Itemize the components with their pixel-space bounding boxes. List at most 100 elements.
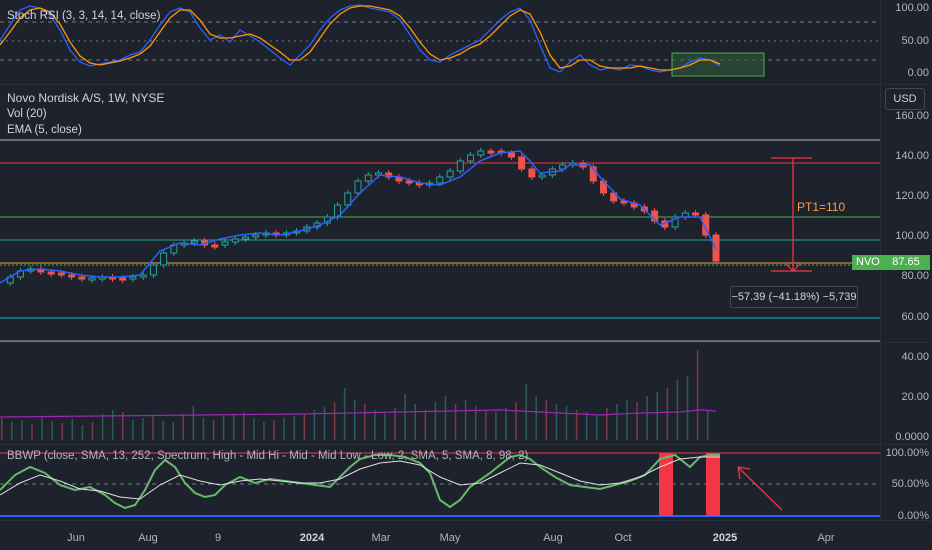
time-tick: Jun (67, 532, 85, 544)
volume-bar (464, 400, 467, 440)
stoch-rsi-legend[interactable]: Stoch RSI (3, 3, 14, 14, close) (7, 10, 161, 22)
pane-separator[interactable] (0, 84, 932, 85)
volume-bar (636, 402, 638, 440)
candle (47, 271, 55, 275)
volume-bar (505, 408, 507, 440)
time-axis[interactable]: Jun Aug 9 2024 Mar May Aug Oct 2025 Apr (0, 521, 932, 550)
volume-bar (495, 412, 497, 440)
price-chart (0, 139, 880, 342)
candle (68, 274, 76, 278)
price-tick: 80.00 (901, 270, 929, 282)
volume-bar (91, 422, 94, 440)
volume-bar (111, 410, 114, 440)
stoch-tick: 50.00 (901, 35, 929, 47)
volume-bar (535, 396, 537, 440)
volume-bar (81, 425, 84, 440)
volume-bar (21, 420, 23, 440)
measure-label: −57.39 (−41.18%) −5,739 (730, 286, 858, 308)
candle (702, 214, 710, 236)
candle (149, 264, 157, 276)
candle (374, 172, 382, 176)
candle (139, 274, 147, 278)
candle (241, 236, 249, 240)
volume-bar (122, 412, 124, 440)
time-tick: 2025 (712, 532, 738, 544)
volume-bar (353, 400, 356, 440)
volume-bar (575, 410, 578, 440)
bbwp-ma-line (0, 456, 720, 500)
volume-bar (565, 406, 568, 440)
ema-legend[interactable]: EMA (5, close) (7, 124, 82, 136)
currency-button[interactable]: USD (885, 88, 925, 110)
volume-bar (374, 410, 376, 440)
candle (252, 234, 260, 238)
volume-bar (323, 406, 326, 440)
volume-bar (706, 410, 709, 440)
volume-bar (666, 388, 669, 440)
pane-separator[interactable] (0, 444, 932, 445)
volume-bar (293, 416, 295, 440)
volume-bar (162, 421, 164, 440)
volume-bar (101, 414, 104, 440)
volume-bar (263, 422, 265, 440)
bbwp-max-bar (659, 453, 673, 516)
stoch-tick: 0.00 (907, 67, 929, 79)
candle (620, 200, 628, 204)
stoch-d-line (0, 5, 721, 71)
vol-legend[interactable]: Vol (20) (7, 108, 47, 120)
bbwp-tick: 100.00% (885, 447, 929, 459)
volume-bar (172, 422, 174, 440)
time-tick: Apr (817, 532, 835, 544)
bbwp-tick: 50.00% (891, 478, 929, 490)
bbwp-pane[interactable]: BBWP (close, SMA, 13, 252, Spectrum, Hig… (0, 445, 880, 520)
time-tick: Oct (614, 532, 632, 544)
annotation-arrowhead-icon (737, 466, 751, 480)
candle (446, 170, 454, 178)
volume-bar (212, 420, 215, 440)
volume-bar (243, 412, 245, 440)
price-tick: 100.00 (895, 230, 929, 242)
volume-bar (616, 404, 618, 440)
volume-bar (31, 424, 33, 440)
chart-title[interactable]: Novo Nordisk A/S, 1W, NYSE (7, 91, 165, 105)
volume-bar (283, 418, 285, 440)
volume-bar (646, 396, 648, 440)
volume-chart (0, 350, 717, 440)
candle (538, 174, 546, 178)
bbwp-max-bar (706, 453, 720, 516)
volume-bar (232, 414, 235, 440)
candle (211, 244, 219, 248)
candle (78, 276, 86, 280)
volume-bar (61, 423, 64, 440)
volume-bar (676, 380, 679, 440)
pane-separator[interactable] (0, 520, 932, 521)
time-tick: Mar (371, 532, 391, 544)
volume-pane[interactable] (0, 343, 880, 444)
candle (589, 166, 597, 182)
price-scale[interactable]: 160.00 140.00 120.00 100.00 80.00 60.00 (880, 85, 932, 342)
volume-bar (41, 416, 43, 440)
volume-bar (434, 402, 437, 440)
candle (487, 150, 495, 154)
bbwp-scale[interactable]: 100.00% 50.00% 0.00% (880, 445, 932, 522)
volume-bar (11, 422, 13, 440)
pane-separator[interactable] (0, 342, 932, 343)
volume-bar (485, 410, 487, 440)
volume-bar (454, 404, 457, 440)
time-tick: 2024 (299, 532, 325, 544)
volume-bar (132, 420, 134, 440)
volume-bar (424, 410, 427, 440)
stoch-rsi-scale[interactable]: 100.00 50.00 0.00 (880, 0, 932, 84)
candle (354, 180, 362, 194)
stoch-rsi-pane[interactable]: Stoch RSI (3, 3, 14, 14, close) (0, 0, 880, 84)
time-tick: Aug (138, 532, 158, 544)
candle (364, 174, 372, 182)
volume-scale[interactable]: 40.00 20.00 0.0000 (880, 343, 932, 444)
bbwp-legend[interactable]: BBWP (close, SMA, 13, 252, Spectrum, Hig… (7, 450, 529, 462)
volume-tick: 40.00 (901, 351, 929, 363)
volume-tick: 20.00 (901, 391, 929, 403)
candle (467, 154, 475, 162)
volume-bar (1, 418, 3, 440)
candle (88, 277, 96, 281)
candle (119, 277, 127, 281)
